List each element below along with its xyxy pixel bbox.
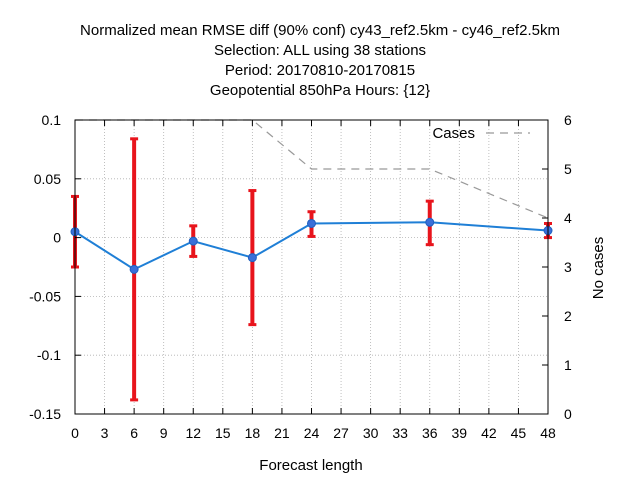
y-right-tick-label: 0	[564, 406, 572, 422]
legend: Cases	[432, 125, 530, 142]
title-line-3: Period: 20170810-20170815	[225, 62, 415, 79]
x-tick-label: 18	[245, 425, 261, 441]
y-right-tick-label: 2	[564, 308, 572, 324]
y-left-tick-label: -0.15	[29, 406, 61, 422]
y-right-tick-label: 5	[564, 161, 572, 177]
data-point	[247, 253, 257, 263]
x-tick-label: 3	[101, 425, 109, 441]
legend-label-cases: Cases	[432, 125, 475, 142]
x-tick-label: 39	[452, 425, 468, 441]
y-left-tick-label: -0.1	[37, 347, 61, 363]
y-left-tick-label: 0.1	[42, 112, 62, 128]
y-left-tick-label: 0.05	[34, 171, 61, 187]
x-tick-label: 42	[481, 425, 497, 441]
x-tick-label: 6	[130, 425, 138, 441]
grid	[75, 120, 548, 414]
x-tick-label: 30	[363, 425, 379, 441]
data-point	[425, 217, 435, 227]
x-axis-title: Forecast length	[259, 457, 362, 474]
x-tick-label: 12	[185, 425, 201, 441]
y-right-tick-label: 1	[564, 357, 572, 373]
y-right-tick-label: 6	[564, 112, 572, 128]
y-left-tick-label: -0.05	[29, 288, 61, 304]
y-right-tick-label: 3	[564, 259, 572, 275]
x-tick-label: 24	[304, 425, 320, 441]
x-tick-label: 9	[160, 425, 168, 441]
x-tick-label: 15	[215, 425, 231, 441]
y-right-tick-label: 4	[564, 210, 572, 226]
x-tick-label: 48	[540, 425, 556, 441]
title-line-2: Selection: ALL using 38 stations	[214, 42, 426, 59]
data-point	[307, 218, 316, 228]
data-point	[188, 236, 198, 246]
title-line-1: Normalized mean RMSE diff (90% conf) cy4…	[80, 22, 560, 39]
x-tick-label: 45	[511, 425, 527, 441]
axis-ticks: 0 3 6 9 12 15 18 21 24 27 30 33 36 39 42 45 48-0.15-0.1-…	[29, 112, 572, 441]
x-tick-label: 33	[392, 425, 408, 441]
cases-line	[75, 119, 549, 219]
cases-series	[75, 119, 549, 219]
x-tick-label: 0	[71, 425, 79, 441]
chart-title: Normalized mean RMSE diff (90% conf) cy4…	[80, 22, 560, 99]
x-tick-label: 36	[422, 425, 438, 441]
title-line-4: Geopotential 850hPa Hours: {12}	[210, 82, 430, 99]
y-left-tick-label: 0	[53, 230, 61, 246]
data-point	[129, 264, 139, 274]
right-axis-title: No cases	[590, 237, 607, 300]
x-tick-label: 27	[333, 425, 349, 441]
x-tick-label: 21	[274, 425, 290, 441]
